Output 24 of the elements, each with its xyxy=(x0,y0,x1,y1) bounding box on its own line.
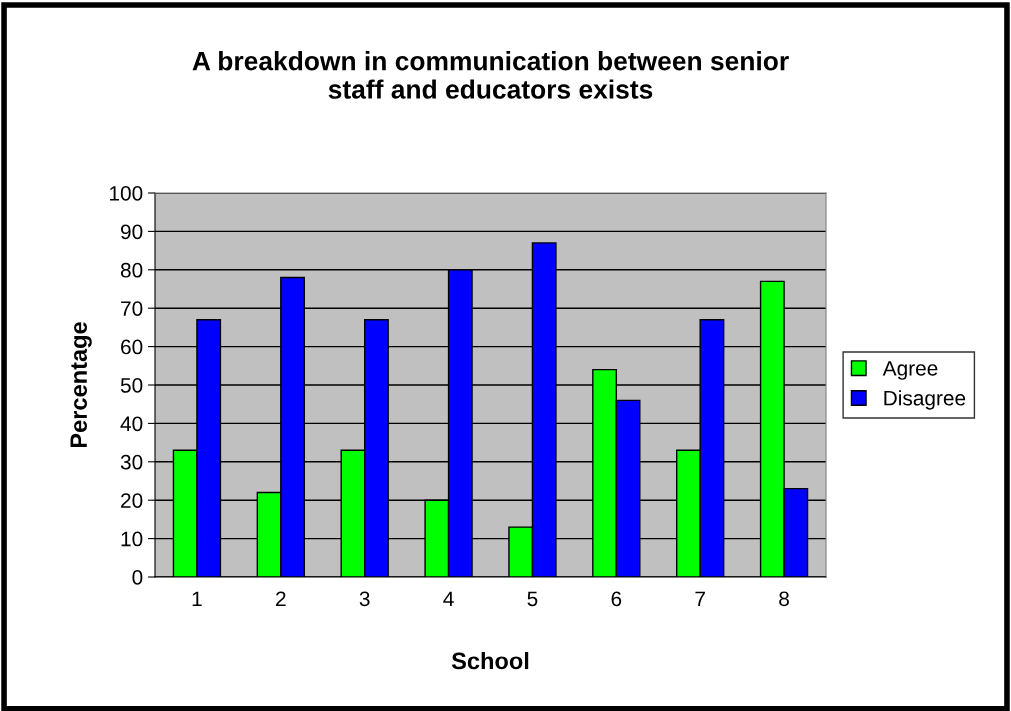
y-tick-label: 50 xyxy=(120,378,143,393)
y-tick-label: 60 xyxy=(121,339,143,355)
y-axis-title: Percentage xyxy=(70,322,92,448)
y-tick-label: 30 xyxy=(120,454,143,470)
y-tick-label: 90 xyxy=(121,224,143,240)
x-tick-label: 2 xyxy=(276,591,286,606)
y-tick-label: 0 xyxy=(132,570,143,585)
y-tick-label: 100 xyxy=(110,186,143,201)
x-tick-label: 3 xyxy=(359,591,370,607)
x-tick-label: 4 xyxy=(443,591,454,606)
x-tick-label: 6 xyxy=(611,591,622,607)
x-axis-title: School xyxy=(451,651,529,670)
x-tick-label: 1 xyxy=(192,591,202,606)
x-tick-label: 5 xyxy=(527,591,538,607)
legend-label: Agree xyxy=(882,361,938,380)
y-tick-label: 40 xyxy=(120,416,143,432)
y-tick-label: 10 xyxy=(121,531,143,547)
x-tick-label: 8 xyxy=(779,591,789,607)
x-tick-label: 7 xyxy=(695,591,705,606)
y-tick-label: 80 xyxy=(120,262,143,278)
y-tick-label: 70 xyxy=(121,301,143,316)
chart-title: A breakdown in communication between senior staff and educators exists xyxy=(192,51,789,99)
y-tick-label: 20 xyxy=(121,493,143,508)
legend-label: Disagree xyxy=(884,390,966,410)
